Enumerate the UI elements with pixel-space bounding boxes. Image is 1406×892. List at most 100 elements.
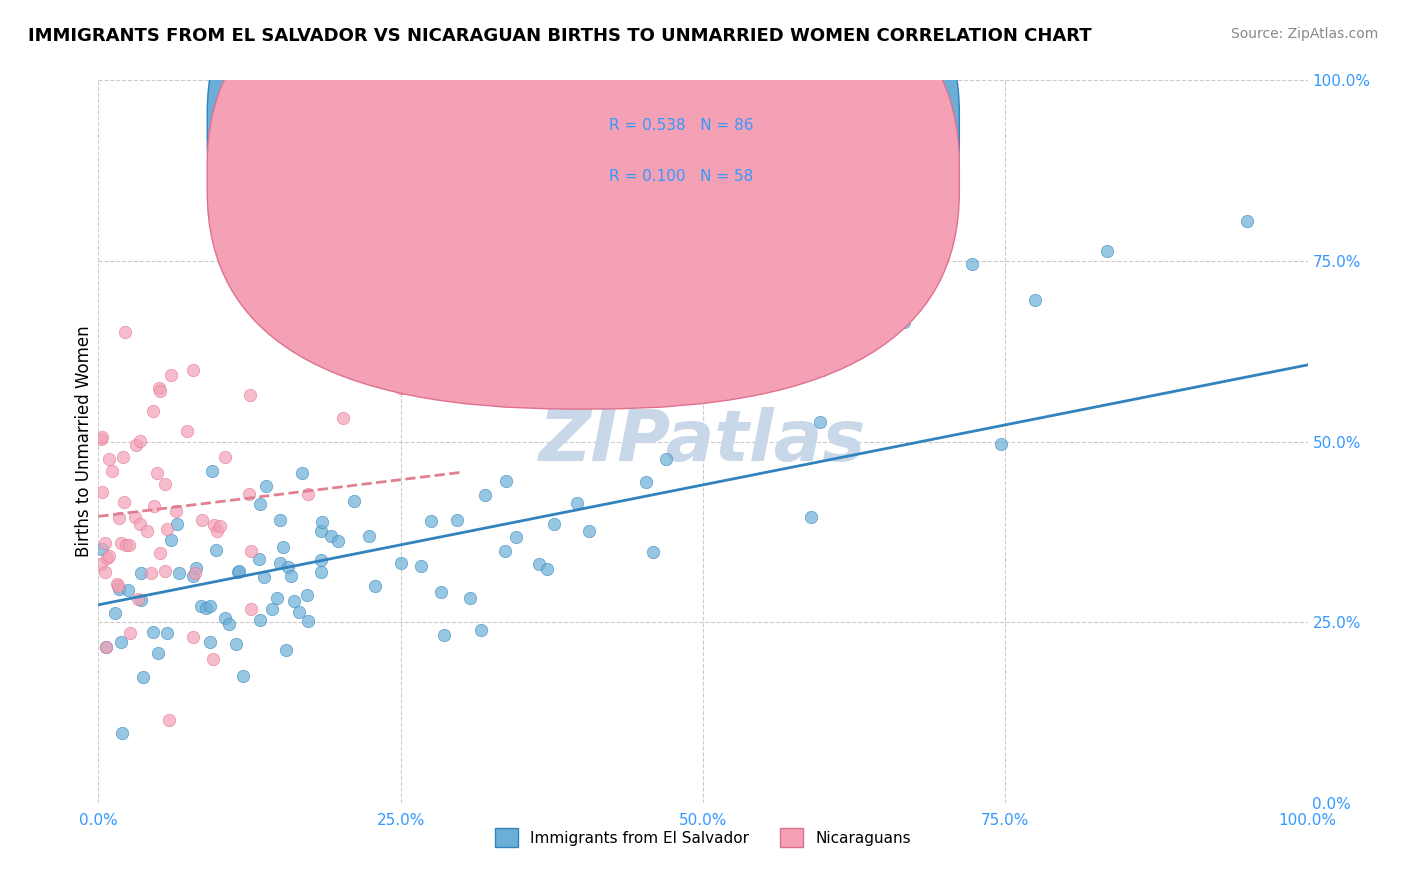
Point — [287, 605, 309, 619]
Point — [225, 637, 247, 651]
Point — [389, 557, 412, 571]
Point — [91, 542, 114, 557]
Point — [156, 522, 179, 536]
Point — [105, 577, 128, 591]
Point — [1024, 293, 1046, 307]
Point — [543, 517, 565, 532]
Point — [433, 628, 456, 642]
Point — [205, 543, 228, 558]
Point — [142, 624, 165, 639]
Point — [808, 415, 831, 429]
Point — [91, 485, 114, 500]
Point — [536, 561, 558, 575]
Point — [254, 479, 277, 493]
Point — [165, 503, 187, 517]
Point — [262, 602, 284, 616]
Point — [429, 585, 451, 599]
Point — [205, 524, 228, 538]
Point — [117, 583, 139, 598]
Point — [148, 382, 170, 396]
Point — [201, 464, 224, 478]
Point — [114, 326, 136, 340]
Point — [460, 591, 482, 605]
Point — [124, 509, 146, 524]
Point — [505, 530, 527, 544]
Point — [297, 614, 319, 628]
Point — [181, 569, 204, 583]
Point — [209, 518, 232, 533]
Point — [277, 560, 299, 574]
Point — [266, 591, 288, 605]
Point — [990, 437, 1012, 451]
Point — [111, 725, 134, 739]
Point — [494, 544, 516, 558]
Point — [567, 496, 589, 510]
Point — [470, 624, 492, 638]
Point — [112, 450, 135, 464]
Point — [446, 513, 468, 527]
Point — [202, 651, 225, 665]
Point — [166, 517, 188, 532]
Point — [129, 434, 152, 448]
Point — [311, 565, 333, 579]
Point — [249, 497, 271, 511]
Point — [420, 514, 443, 528]
Point — [96, 551, 118, 566]
Point — [136, 524, 159, 538]
Point — [655, 451, 678, 466]
Text: Source: ZipAtlas.com: Source: ZipAtlas.com — [1230, 27, 1378, 41]
Point — [247, 552, 270, 566]
Point — [800, 510, 823, 524]
Point — [112, 495, 135, 509]
Point — [128, 516, 150, 531]
Point — [142, 404, 165, 418]
Point — [94, 566, 117, 580]
Text: ZIPatlas: ZIPatlas — [540, 407, 866, 476]
Point — [146, 466, 169, 480]
Point — [149, 546, 172, 560]
Point — [218, 616, 240, 631]
Point — [311, 515, 333, 529]
Point — [527, 557, 550, 571]
Point — [321, 529, 343, 543]
Text: R = 0.100   N = 58: R = 0.100 N = 58 — [609, 169, 754, 184]
Point — [252, 569, 274, 583]
Point — [202, 517, 225, 532]
Point — [107, 579, 129, 593]
Legend: Immigrants from El Salvador, Nicaraguans: Immigrants from El Salvador, Nicaraguans — [489, 822, 917, 853]
FancyBboxPatch shape — [546, 95, 872, 211]
Point — [357, 529, 380, 543]
Point — [290, 466, 312, 480]
Point — [131, 593, 153, 607]
Point — [198, 634, 221, 648]
Point — [167, 566, 190, 581]
Point — [249, 613, 271, 627]
Point — [228, 564, 250, 578]
Point — [143, 499, 166, 513]
Point — [141, 566, 163, 580]
Point — [232, 668, 254, 682]
Point — [98, 452, 121, 467]
Point — [104, 606, 127, 620]
Point — [363, 580, 385, 594]
Point — [110, 535, 132, 549]
Point — [474, 487, 496, 501]
Point — [181, 630, 204, 644]
Point — [190, 599, 212, 613]
Point — [159, 533, 181, 547]
Point — [641, 545, 664, 559]
Point — [309, 524, 332, 538]
Point — [132, 670, 155, 684]
Text: IMMIGRANTS FROM EL SALVADOR VS NICARAGUAN BIRTHS TO UNMARRIED WOMEN CORRELATION : IMMIGRANTS FROM EL SALVADOR VS NICARAGUA… — [28, 27, 1091, 45]
Point — [94, 535, 117, 549]
Point — [578, 524, 600, 539]
Point — [127, 592, 149, 607]
Point — [1097, 244, 1119, 259]
Point — [194, 601, 217, 615]
Point — [90, 433, 112, 447]
Point — [280, 569, 302, 583]
Point — [91, 430, 114, 444]
Point — [90, 557, 112, 571]
FancyBboxPatch shape — [207, 0, 959, 359]
Point — [181, 363, 204, 377]
